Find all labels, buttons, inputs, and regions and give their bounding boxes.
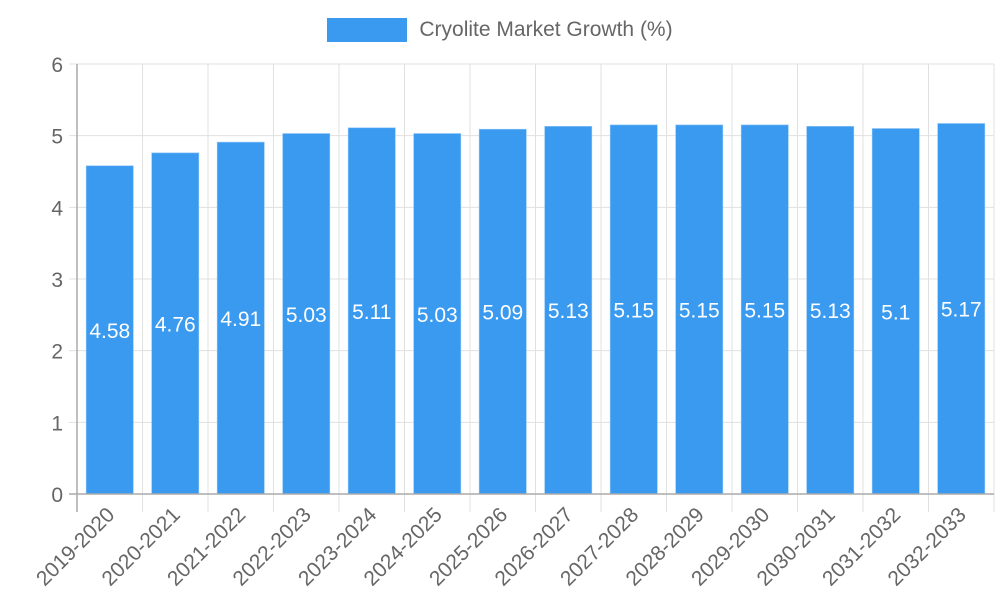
bar-value-label: 5.11 — [352, 301, 391, 324]
y-tick-label: 4 — [51, 197, 63, 220]
bar-value-label: 5.15 — [744, 299, 785, 322]
bar-value-label: 5.1 — [881, 301, 910, 324]
bar-value-label: 4.58 — [89, 320, 130, 343]
bar-value-label: 5.03 — [286, 304, 327, 327]
bar[interactable] — [544, 126, 593, 495]
bar[interactable] — [806, 126, 855, 495]
bar-value-label: 5.13 — [810, 300, 851, 323]
bar[interactable] — [740, 124, 789, 495]
legend-label[interactable]: Cryolite Market Growth (%) — [419, 18, 673, 41]
bars — [85, 123, 986, 495]
y-axis-ticks: 0 1 2 3 4 5 6 — [51, 54, 63, 507]
bar-value-label: 5.15 — [679, 299, 720, 322]
y-tick-label: 5 — [51, 126, 63, 149]
bar-value-label: 4.76 — [155, 313, 196, 336]
bar-value-label: 5.09 — [482, 302, 523, 325]
bar-value-label: 4.91 — [220, 308, 261, 331]
bar[interactable] — [478, 128, 527, 495]
y-tick-label: 1 — [51, 412, 63, 435]
bar[interactable] — [216, 141, 265, 495]
grid-lines — [69, 63, 995, 512]
bar-value-label: 5.13 — [548, 300, 589, 323]
bar[interactable] — [937, 123, 986, 495]
bar[interactable] — [282, 133, 331, 495]
bar-value-label: 5.17 — [941, 299, 982, 322]
bar[interactable] — [675, 124, 724, 495]
y-tick-label: 0 — [51, 484, 63, 507]
y-tick-label: 3 — [51, 269, 63, 292]
bar-value-label: 5.15 — [613, 299, 654, 322]
axes — [69, 64, 994, 512]
legend-swatch-icon[interactable] — [327, 18, 408, 42]
bar[interactable] — [609, 124, 658, 495]
bar-value-label: 5.03 — [417, 304, 458, 327]
y-tick-label: 6 — [51, 54, 63, 77]
chart-legend: Cryolite Market Growth (%) — [0, 18, 1000, 42]
bar[interactable] — [347, 127, 396, 495]
bar[interactable] — [871, 128, 920, 495]
y-tick-label: 2 — [51, 341, 63, 364]
bar[interactable] — [151, 152, 200, 495]
x-axis-ticks: 2019-20202020-20212021-20222022-20232023… — [32, 503, 971, 591]
data-labels: 4.58 4.76 4.91 5.03 5.11 5.03 5.09 5.13 5.15 5.15… — [89, 299, 981, 343]
